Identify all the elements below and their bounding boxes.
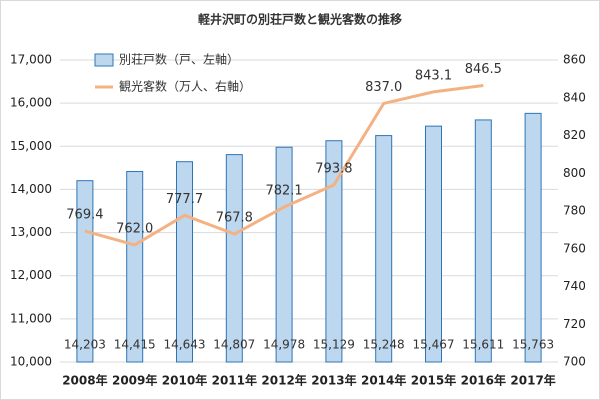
line-value-label: 769.4 [66,208,103,223]
y2-tick-label: 740 [563,279,586,293]
line-value-label: 843.1 [415,68,452,83]
bar [325,140,343,363]
x-tick-label: 2008年 [62,373,107,388]
chart-title: 軽井沢町の別荘戸数と観光客数の推移 [198,12,402,27]
legend-swatch [94,53,114,67]
x-tick-label: 2014年 [361,373,406,388]
bar-value-label: 15,611 [462,338,504,352]
legend-label: 別荘戸数（戸、左軸） [119,52,239,67]
y-tick-label: 12,000 [10,268,52,282]
x-tick-label: 2010年 [162,373,207,388]
bar [176,161,193,363]
bar-value-label: 15,467 [413,338,455,352]
y-tick-label: 16,000 [10,96,52,110]
bar [126,171,144,363]
bar [225,154,243,363]
y-tick-label: 17,000 [10,53,52,67]
bar-value-label: 15,129 [313,338,355,352]
line-value-label: 777.7 [166,192,203,207]
bar [474,119,492,363]
y2-tick-label: 700 [563,355,586,369]
y-tick-label: 13,000 [10,225,52,239]
y2-tick-label: 840 [563,90,586,104]
y2-tick-label: 780 [563,204,586,218]
x-tick-label: 2016年 [461,373,506,388]
bar [275,146,293,363]
legend-label: 観光客数（万人、右軸） [119,79,251,94]
bar-value-label: 14,415 [114,338,156,352]
bar [76,180,94,363]
y-tick-label: 14,000 [10,182,52,196]
line-value-label: 782.1 [265,184,302,199]
x-tick-label: 2011年 [212,373,257,388]
bar [425,125,442,363]
line-value-label: 846.5 [465,62,502,77]
x-tick-label: 2012年 [261,373,306,388]
bar [524,112,542,363]
y2-tick-label: 820 [563,128,586,142]
x-tick-label: 2013年 [311,373,356,388]
line-value-label: 762.0 [116,221,153,236]
bar-value-label: 14,978 [263,338,305,352]
line [84,83,484,247]
bar-value-label: 15,248 [363,338,405,352]
x-tick-label: 2015年 [411,373,456,388]
x-tick-label: 2009年 [112,373,157,388]
y-tick-label: 11,000 [10,311,52,325]
y2-tick-label: 760 [563,241,586,255]
line-value-label: 793.8 [315,161,352,176]
y-tick-label: 15,000 [10,139,52,153]
y2-tick-label: 860 [563,53,586,67]
bar-value-label: 14,807 [213,338,255,352]
line-value-label: 837.0 [365,80,402,95]
y2-tick-label: 800 [563,166,586,180]
bar-value-label: 14,203 [64,338,106,352]
bar-value-label: 14,643 [164,338,206,352]
bar-value-label: 15,763 [512,338,554,352]
line-value-label: 767.8 [216,211,253,226]
y-tick-label: 10,000 [10,355,52,369]
y2-tick-label: 720 [563,317,586,331]
x-tick-label: 2017年 [510,373,555,388]
bar [375,135,393,363]
